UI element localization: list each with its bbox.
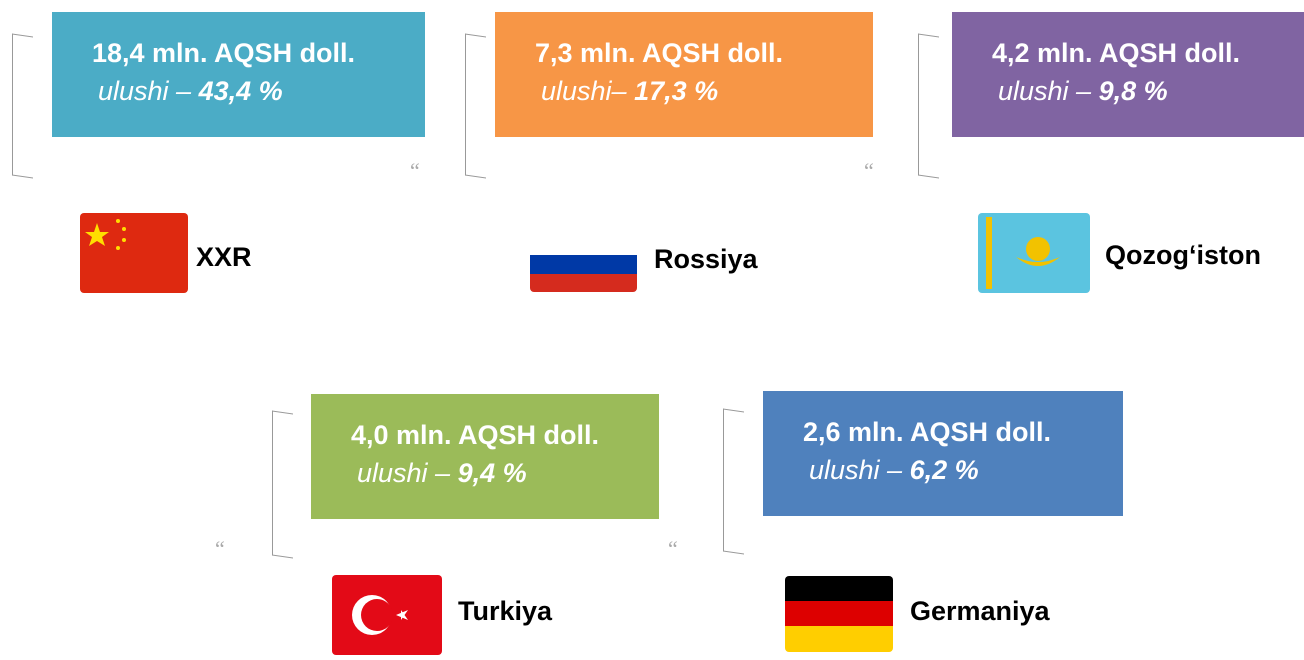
- flag: [80, 213, 188, 293]
- value-box: 7,3 mln. AQSH doll. ulushi– 17,3 %: [495, 12, 873, 137]
- country-name: Turkiya: [458, 596, 553, 626]
- value-box: 4,0 mln. AQSH doll. ulushi – 9,4 %: [311, 394, 659, 519]
- amount: 4,0 mln. AQSH doll.: [351, 420, 600, 450]
- share-label: ulushi–: [541, 76, 627, 106]
- share-label: ulushi –: [809, 455, 903, 485]
- flag: [785, 576, 893, 652]
- share-value: 9,8 %: [1098, 76, 1168, 106]
- share-value: 17,3 %: [634, 76, 719, 106]
- share-value: 9,4 %: [457, 458, 527, 488]
- flag: [530, 237, 637, 292]
- bracket: [12, 33, 33, 179]
- share-label: ulushi –: [357, 458, 451, 488]
- flag: [978, 213, 1090, 293]
- share-label: ulushi –: [98, 76, 192, 106]
- quote-mark: “: [410, 158, 420, 183]
- amount: 4,2 mln. AQSH doll.: [992, 38, 1241, 68]
- flag: [332, 575, 442, 655]
- bracket: [272, 410, 293, 559]
- share-line: ulushi– 17,3 %: [541, 76, 718, 107]
- amount: 18,4 mln. AQSH doll.: [92, 38, 356, 68]
- country-name: Germaniya: [910, 596, 1050, 626]
- quote-mark: “: [864, 158, 874, 183]
- share-line: ulushi – 9,8 %: [998, 76, 1168, 107]
- share-line: ulushi – 43,4 %: [98, 76, 283, 107]
- bracket: [723, 408, 744, 555]
- amount: 2,6 mln. AQSH doll.: [803, 417, 1052, 447]
- quote-mark: “: [668, 536, 678, 561]
- value-box: 18,4 mln. AQSH doll. ulushi – 43,4 %: [52, 12, 425, 137]
- bracket: [465, 33, 486, 179]
- share-label: ulushi –: [998, 76, 1092, 106]
- country-name: XXR: [196, 242, 252, 272]
- country-name: Rossiya: [654, 244, 758, 274]
- bracket: [918, 33, 939, 179]
- share-value: 43,4 %: [198, 76, 283, 106]
- value-box: 4,2 mln. AQSH doll. ulushi – 9,8 %: [952, 12, 1304, 137]
- value-box: 2,6 mln. AQSH doll. ulushi – 6,2 %: [763, 391, 1123, 516]
- quote-mark: “: [215, 536, 225, 561]
- share-line: ulushi – 6,2 %: [809, 455, 979, 486]
- country-name: Qozog‘iston: [1105, 240, 1261, 270]
- amount: 7,3 mln. AQSH doll.: [535, 38, 784, 68]
- share-line: ulushi – 9,4 %: [357, 458, 527, 489]
- share-value: 6,2 %: [909, 455, 979, 485]
